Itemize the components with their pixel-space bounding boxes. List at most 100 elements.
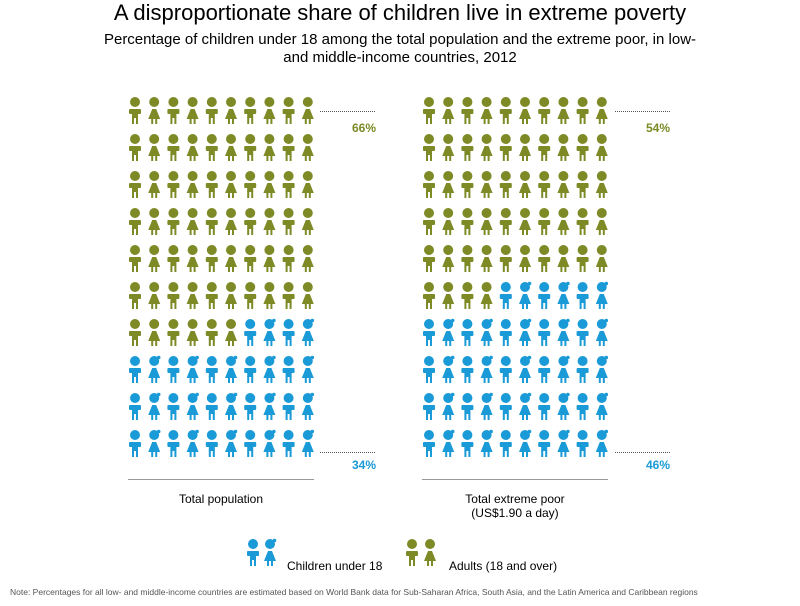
adult-icon [301,171,314,198]
adult-icon [576,134,589,161]
adult-icon [244,97,257,124]
child-icon [499,356,512,383]
child-icon [519,429,532,457]
child-icon [461,393,474,420]
adult-icon [557,134,570,161]
legend-icons [247,538,436,566]
adult-icon [225,245,237,272]
child-icon [519,281,532,309]
adult-icon [148,171,161,198]
legend-adult-woman-icon [424,539,436,566]
adult-icon [519,171,531,198]
adult-icon [301,97,314,124]
child-icon [499,319,512,346]
child-icon [538,282,551,309]
child-icon [186,429,199,457]
child-icon [225,355,238,383]
adult-icon [282,282,295,309]
child-icon [263,355,276,383]
footnote: Note: Percentages for all low- and middl… [10,587,698,597]
adult-icon [263,208,276,235]
adult-icon [519,245,531,272]
adult-icon [186,171,199,198]
adult-icon [129,97,141,124]
child-icon [576,282,589,309]
adult-icon [282,208,295,235]
child-icon [499,282,512,309]
adult-icon [263,282,276,309]
child-icon [557,392,570,420]
adult-icon [461,245,474,272]
adult-icon [167,171,180,198]
adult-icon [301,282,314,309]
child-icon [480,318,493,346]
child-icon [480,429,493,457]
baseline-2 [422,479,608,480]
adult-icon [129,134,141,161]
adults-guide-line-2 [615,111,670,112]
child-icon [423,430,435,457]
child-icon [423,393,435,420]
child-icon [557,429,570,457]
adult-icon [148,208,161,235]
adult-icon [423,171,435,198]
adult-icon [423,134,435,161]
child-icon [301,392,315,420]
child-icon [148,392,161,420]
adult-icon [225,97,237,124]
adult-icon [538,171,551,198]
child-icon [423,356,435,383]
child-icon [282,393,295,420]
legend-child-boy-icon [247,539,259,566]
child-icon [129,430,141,457]
adult-icon [167,282,180,309]
child-icon [442,429,455,457]
adult-icon [576,208,589,235]
adult-icon [186,245,199,272]
legend-adults-label: Adults (18 and over) [449,559,558,573]
adult-icon [538,245,551,272]
child-icon [205,393,218,420]
child-icon [167,356,180,383]
adult-icon [595,208,608,235]
adult-icon [538,134,551,161]
panel-total-population [129,97,315,457]
adult-icon [244,134,257,161]
adult-icon [423,97,435,124]
baseline-1 [128,479,314,480]
adult-icon [186,282,199,309]
child-icon [595,318,609,346]
child-icon [244,393,257,420]
adult-icon [301,208,314,235]
children-percent-total-population: 34% [351,458,376,472]
adult-icon [423,208,435,235]
adult-icon [480,282,493,309]
adult-icon [557,208,570,235]
caption-total-population: Total population [111,492,331,506]
adult-icon [423,245,435,272]
adult-icon [205,245,218,272]
adult-icon [461,208,474,235]
child-icon [186,355,199,383]
adult-icon [480,134,493,161]
child-icon [461,319,474,346]
adult-icon [186,319,199,346]
child-icon [576,430,589,457]
adult-icon [442,282,455,309]
adult-icon [225,319,237,346]
adult-icon [148,319,161,346]
children-guide-line-1 [320,452,375,453]
adult-icon [442,208,455,235]
caption-line-1: Total extreme poor [465,492,565,506]
child-icon [538,430,551,457]
adult-icon [519,134,531,161]
child-icon [225,392,238,420]
adult-icon [263,97,276,124]
child-icon [167,393,180,420]
child-icon [423,319,435,346]
child-icon [461,430,474,457]
adult-icon [225,282,237,309]
adult-icon [263,245,276,272]
adult-icon [282,134,295,161]
adult-icon [282,97,295,124]
